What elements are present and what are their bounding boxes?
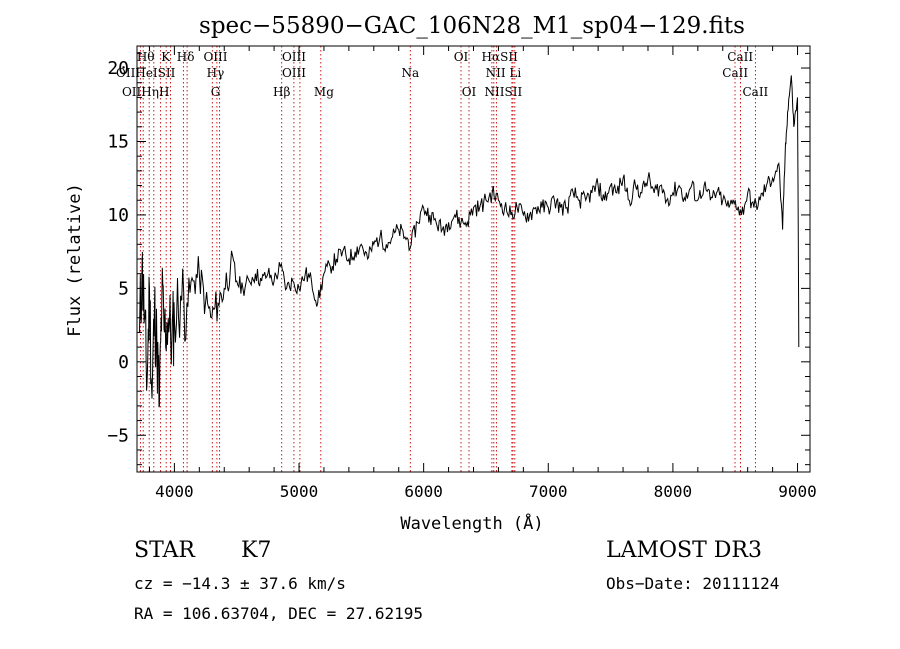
x-tick-label: 6000 [404, 482, 443, 501]
survey-name: LAMOST DR3 [606, 538, 762, 563]
line-label: OIIHηH [122, 85, 169, 99]
y-tick-label: 5 [118, 278, 129, 299]
object-class: STAR [134, 538, 195, 563]
line-label: CaII [722, 66, 748, 80]
series-group [139, 75, 800, 408]
line-label: OI [454, 50, 469, 64]
x-tick-label: 7000 [529, 482, 568, 501]
line-label: Hθ [137, 50, 155, 64]
subclass: K7 [241, 538, 272, 563]
obs-date: Obs−Date: 20111124 [606, 574, 780, 593]
x-tick-label: 9000 [778, 482, 817, 501]
line-label: OIIHeISII [116, 66, 176, 80]
line-label: K [161, 50, 171, 64]
line-label: CaII [742, 85, 768, 99]
y-tick-label: 10 [107, 205, 129, 226]
y-axis-ticks: −5 0 5 10 15 20 [107, 52, 810, 466]
line-label: OI [462, 85, 477, 99]
y-tick-label: 20 [107, 58, 129, 79]
coordinates: RA = 106.63704, DEC = 27.62195 [134, 604, 423, 623]
line-label: CaII [727, 50, 753, 64]
line-label: Hδ [177, 50, 195, 64]
line-label: Hβ [273, 85, 290, 99]
x-tick-label: 4000 [155, 482, 194, 501]
line-label: NIISII [485, 85, 523, 99]
series-flux [139, 75, 800, 408]
line-label: G [211, 85, 221, 99]
line-markers [139, 46, 756, 472]
line-label: OIII [203, 50, 227, 64]
line-label: OIII [282, 50, 306, 64]
y-axis-label: Flux (relative) [65, 183, 85, 337]
redshift-cz: cz = −14.3 ± 37.6 km/s [134, 574, 346, 593]
line-label: HαSII [482, 50, 519, 64]
x-axis-label: Wavelength (Å) [400, 512, 543, 534]
y-tick-label: −5 [107, 425, 129, 446]
plot-frame [136, 45, 811, 473]
line-label: Mg [314, 85, 334, 99]
chart-title: spec−55890−GAC_106N28_M1_sp04−129.fits [199, 13, 745, 39]
line-label: OIII [282, 66, 306, 80]
x-tick-label: 5000 [280, 482, 319, 501]
x-axis-ticks: 4000 5000 6000 7000 8000 9000 [148, 46, 817, 501]
line-label: Hγ [207, 66, 225, 80]
line-label: Na [401, 66, 419, 80]
y-tick-label: 0 [118, 352, 129, 373]
line-label: NII Li [486, 66, 522, 80]
y-tick-label: 15 [107, 131, 129, 152]
line-labels: Hθ K Hδ OIII OIII OI HαSII CaII OIIHeISII Hγ OIII N… [116, 50, 769, 99]
x-tick-label: 8000 [654, 482, 693, 501]
